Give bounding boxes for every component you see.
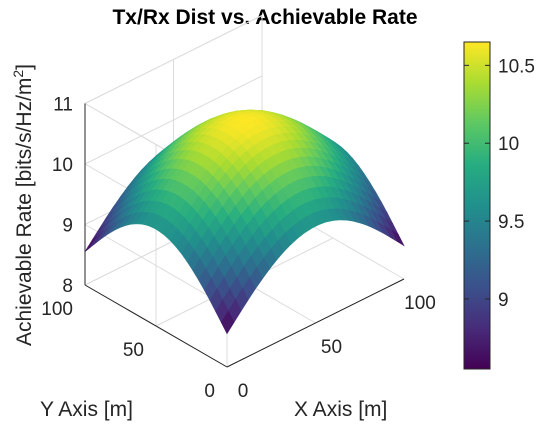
colorbar-tick-label: 10.5 — [498, 56, 535, 77]
y-axis-line — [84, 284, 228, 368]
x-tick-label: 50 — [321, 337, 342, 358]
grid-line — [84, 15, 263, 104]
y-tick-label: 0 — [204, 381, 215, 402]
z-tick-label: 11 — [53, 95, 73, 116]
grid-line — [84, 75, 263, 165]
colorbar — [463, 41, 491, 370]
x-axis-label: X Axis [m] — [294, 398, 387, 421]
grid-line — [84, 224, 228, 307]
colorbar-tick-label: 9.5 — [498, 212, 524, 233]
colorbar-ticks: 9 9.5 10 10.5 — [464, 56, 535, 311]
z-tick-label: 10 — [52, 155, 73, 176]
colorbar-tick-label: 9 — [498, 290, 509, 311]
y-axis-label: Y Axis [m] — [40, 398, 133, 421]
x-tick-label: 100 — [404, 293, 436, 314]
z-axis-label: Achievable Rate [bits/s/Hz/m2] — [10, 64, 36, 346]
axis-layer — [84, 103, 405, 368]
x-axis-line — [226, 278, 405, 368]
z-tick-label: 9 — [62, 216, 73, 237]
y-tick-label: 100 — [41, 299, 73, 320]
colorbar-tick-label: 10 — [498, 134, 519, 155]
surface-patch — [84, 235, 99, 252]
z-tick-label: 8 — [62, 276, 73, 297]
y-tick-label: 50 — [123, 340, 144, 361]
chart-title: Tx/Rx Dist vs. Achievable Rate — [112, 6, 417, 29]
surface-patch — [220, 310, 235, 335]
surface — [84, 109, 405, 335]
x-tick-label: 0 — [238, 381, 249, 402]
